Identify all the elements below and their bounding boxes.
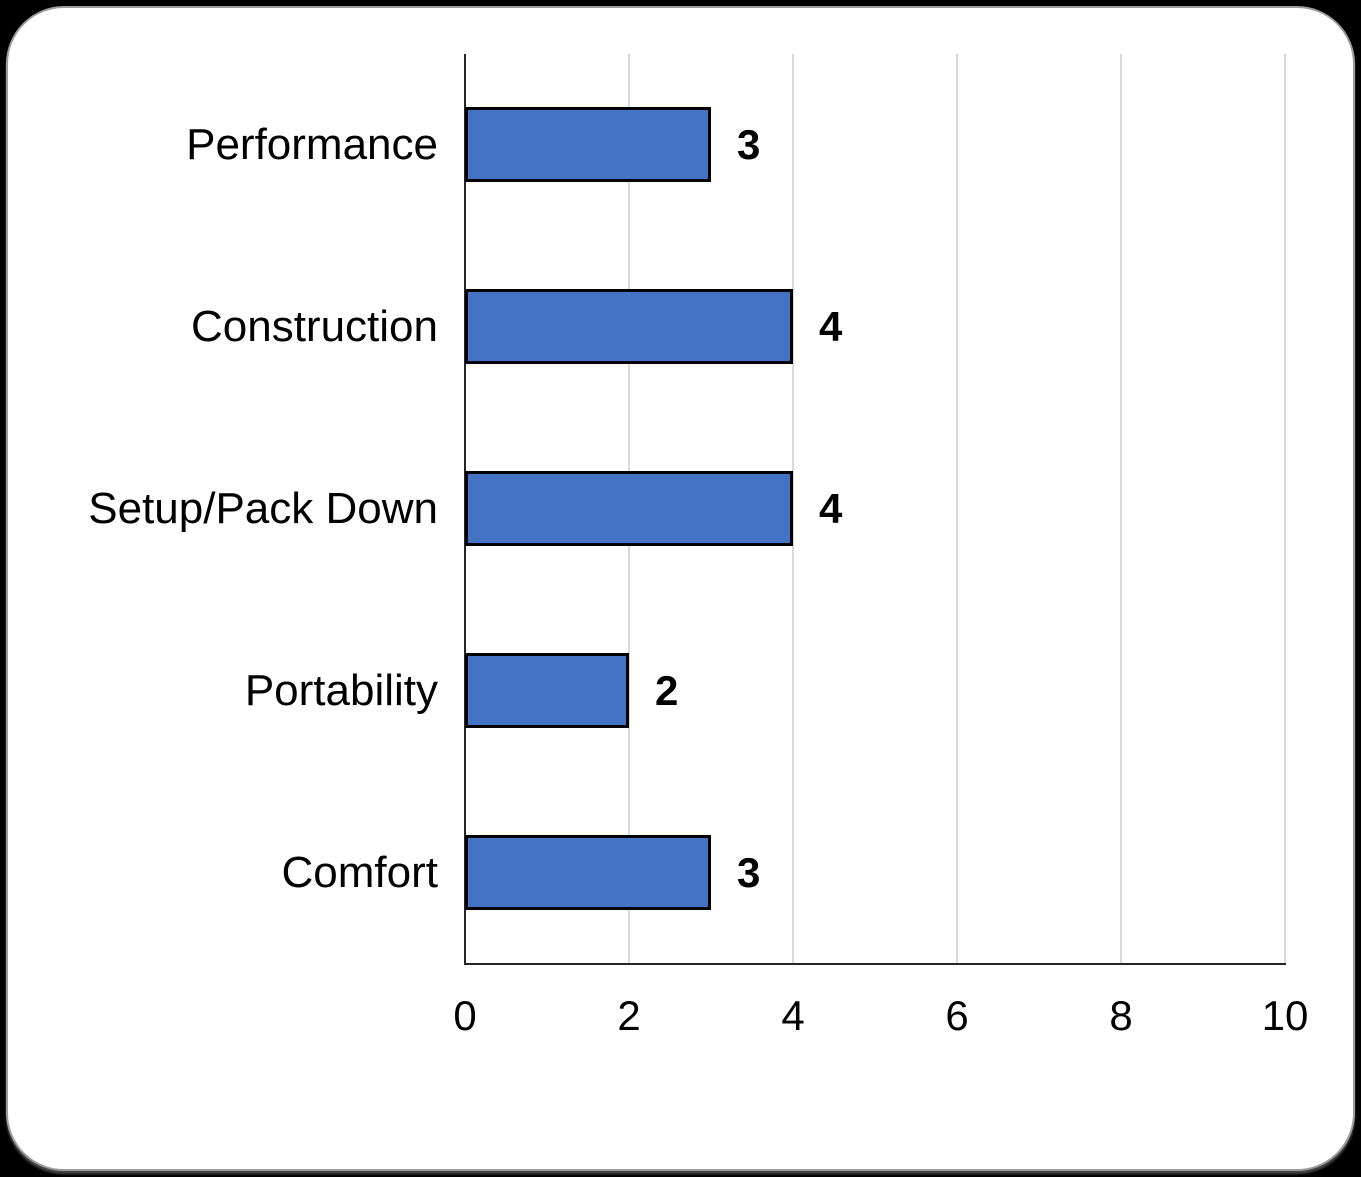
x-tick-label-2: 2 bbox=[617, 992, 641, 1039]
bar-setup-pack-down bbox=[465, 471, 793, 546]
x-tick-label-6: 6 bbox=[945, 992, 969, 1039]
category-label-construction: Construction bbox=[190, 302, 438, 352]
bar-portability bbox=[465, 652, 629, 728]
x-tick-label-8: 8 bbox=[1109, 992, 1133, 1039]
gridline-x-6 bbox=[956, 54, 958, 963]
bar-value-label-comfort: 3 bbox=[737, 848, 761, 896]
category-label-setup-pack-down: Setup/Pack Down bbox=[88, 484, 438, 533]
bar-value-label-portability: 2 bbox=[655, 666, 679, 714]
bar-comfort bbox=[465, 834, 711, 910]
gridline-x-10 bbox=[1284, 54, 1286, 963]
plot-area: 3 4 4 2 3 bbox=[464, 54, 1286, 965]
x-tick-label-0: 0 bbox=[453, 992, 477, 1039]
category-label-performance: Performance bbox=[186, 120, 438, 170]
category-label-comfort: Comfort bbox=[281, 847, 438, 897]
x-axis-line bbox=[464, 963, 1286, 965]
x-tick-label-4: 4 bbox=[781, 992, 805, 1039]
gridline-x-8 bbox=[1120, 54, 1122, 963]
bar-value-label-construction: 4 bbox=[819, 303, 843, 351]
category-label-portability: Portability bbox=[244, 665, 438, 715]
gridline-x-4 bbox=[792, 54, 794, 963]
bar-value-label-performance: 3 bbox=[737, 121, 761, 169]
bar-value-label-setup-pack-down: 4 bbox=[819, 485, 843, 532]
bar-construction bbox=[465, 289, 793, 365]
chart-card bbox=[6, 6, 1355, 1171]
bar-performance bbox=[465, 107, 711, 183]
x-tick-label-10: 10 bbox=[1261, 992, 1309, 1039]
